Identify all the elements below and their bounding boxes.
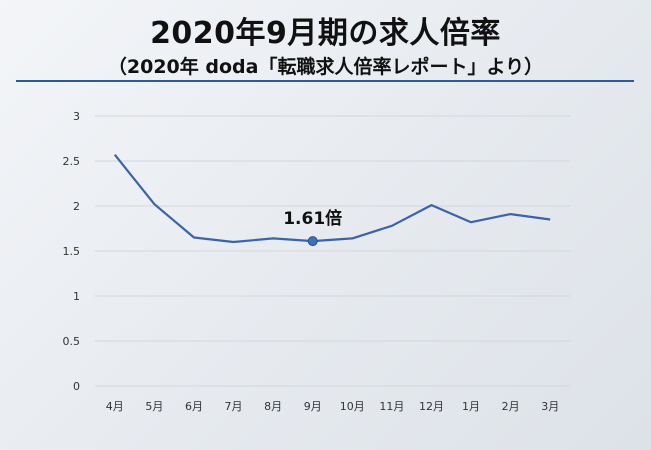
annotation-group: 1.61倍 xyxy=(283,208,342,247)
gridlines xyxy=(95,115,570,387)
x-tick-label: 11月 xyxy=(379,400,404,413)
y-tick-label: 3 xyxy=(73,110,80,123)
y-tick-label: 0.5 xyxy=(63,335,81,348)
x-axis-tick-labels: 4月 5月 6月 7月 8月 9月 10月 11月 12月 1月 2月 3月 xyxy=(106,400,559,413)
x-tick-label: 9月 xyxy=(304,400,322,413)
x-tick-label: 5月 xyxy=(145,400,163,413)
series-line xyxy=(113,154,551,244)
x-tick-label: 12月 xyxy=(419,400,444,413)
x-tick-label: 1月 xyxy=(462,400,480,413)
y-tick-label: 0 xyxy=(73,380,80,393)
chart-subtitle: （2020年 doda「転職求人倍率レポート」より） xyxy=(107,56,544,78)
x-tick-label: 4月 xyxy=(106,400,124,413)
y-axis-tick-labels: 0 0.5 1 1.5 2 2.5 3 xyxy=(63,110,81,393)
y-tick-label: 1.5 xyxy=(63,245,81,258)
y-tick-label: 1 xyxy=(73,290,80,303)
x-tick-label: 7月 xyxy=(225,400,243,413)
series-line-group xyxy=(113,154,551,244)
y-tick-label: 2.5 xyxy=(63,155,81,168)
data-point-marker xyxy=(307,236,318,247)
y-tick-label: 2 xyxy=(73,200,80,213)
data-label: 1.61倍 xyxy=(283,208,342,229)
x-tick-label: 3月 xyxy=(541,400,559,413)
x-tick-label: 8月 xyxy=(264,400,282,413)
title-divider xyxy=(16,80,634,82)
x-tick-label: 6月 xyxy=(185,400,203,413)
x-tick-label: 10月 xyxy=(340,400,365,413)
chart-title: 2020年9月期の求人倍率 xyxy=(150,16,501,51)
x-tick-label: 2月 xyxy=(502,400,520,413)
